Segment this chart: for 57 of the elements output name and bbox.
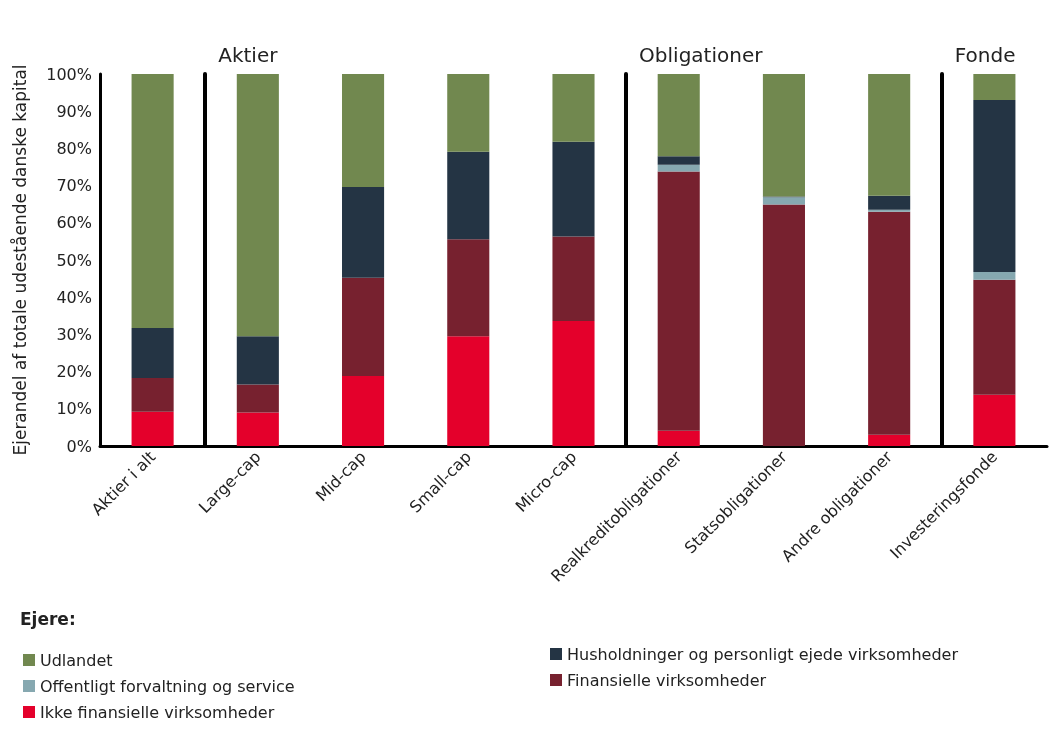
bar (552, 321, 595, 446)
bar (973, 100, 1016, 272)
legend-label: Udlandet (40, 650, 113, 670)
y-tick-label: 100% (46, 64, 92, 84)
bar (657, 74, 700, 157)
bar (973, 394, 1016, 446)
bar (236, 74, 279, 337)
bar (762, 197, 805, 205)
bar (762, 74, 805, 197)
bar (868, 434, 911, 446)
y-axis-title: Ejerandel af totale udestående danske kapital (9, 64, 30, 456)
legend-label: Husholdninger og personligt ejede virksomheder (567, 644, 959, 664)
chart-title: Fonde (954, 43, 1016, 67)
legend-label: Offentligt forvaltning og service (40, 676, 295, 696)
legend-label: Finansielle virksomheder (567, 670, 767, 690)
bar (236, 336, 279, 385)
bar (868, 195, 911, 210)
bar (973, 74, 1016, 101)
y-tick-label: 10% (56, 399, 92, 419)
bar (657, 156, 700, 165)
bar (868, 74, 911, 196)
bar (342, 277, 385, 377)
y-tick-label: 70% (56, 176, 92, 196)
y-tick-label: 0% (66, 436, 92, 456)
bar (552, 236, 595, 322)
bar (447, 336, 490, 446)
bar (447, 74, 490, 152)
y-tick-label: 60% (56, 213, 92, 233)
bar (342, 74, 385, 188)
bar (342, 187, 385, 278)
chart-title: Obligationer (639, 43, 764, 67)
y-tick-label: 30% (56, 324, 92, 344)
bar (973, 279, 1016, 395)
bar (131, 411, 174, 446)
chart-title: Aktier (218, 43, 279, 67)
bar (868, 211, 911, 435)
bar (131, 377, 174, 412)
y-tick-label: 40% (56, 287, 92, 307)
bar (973, 271, 1016, 280)
y-tick-label: 50% (56, 250, 92, 270)
bar (762, 204, 805, 446)
bar (342, 376, 385, 446)
y-tick-label: 20% (56, 362, 92, 382)
bar (236, 384, 279, 413)
legend-label: Ikke finansielle virksomheder (40, 702, 275, 722)
bar (447, 239, 490, 337)
y-tick-label: 90% (56, 101, 92, 121)
bar (657, 171, 700, 431)
bar (657, 430, 700, 446)
bar (552, 74, 595, 142)
y-tick-label: 80% (56, 138, 92, 158)
bar (447, 151, 490, 240)
bar (131, 74, 174, 329)
bar (131, 328, 174, 378)
legend-title: Ejere: (20, 608, 76, 629)
bar (236, 412, 279, 446)
bar (552, 141, 595, 237)
